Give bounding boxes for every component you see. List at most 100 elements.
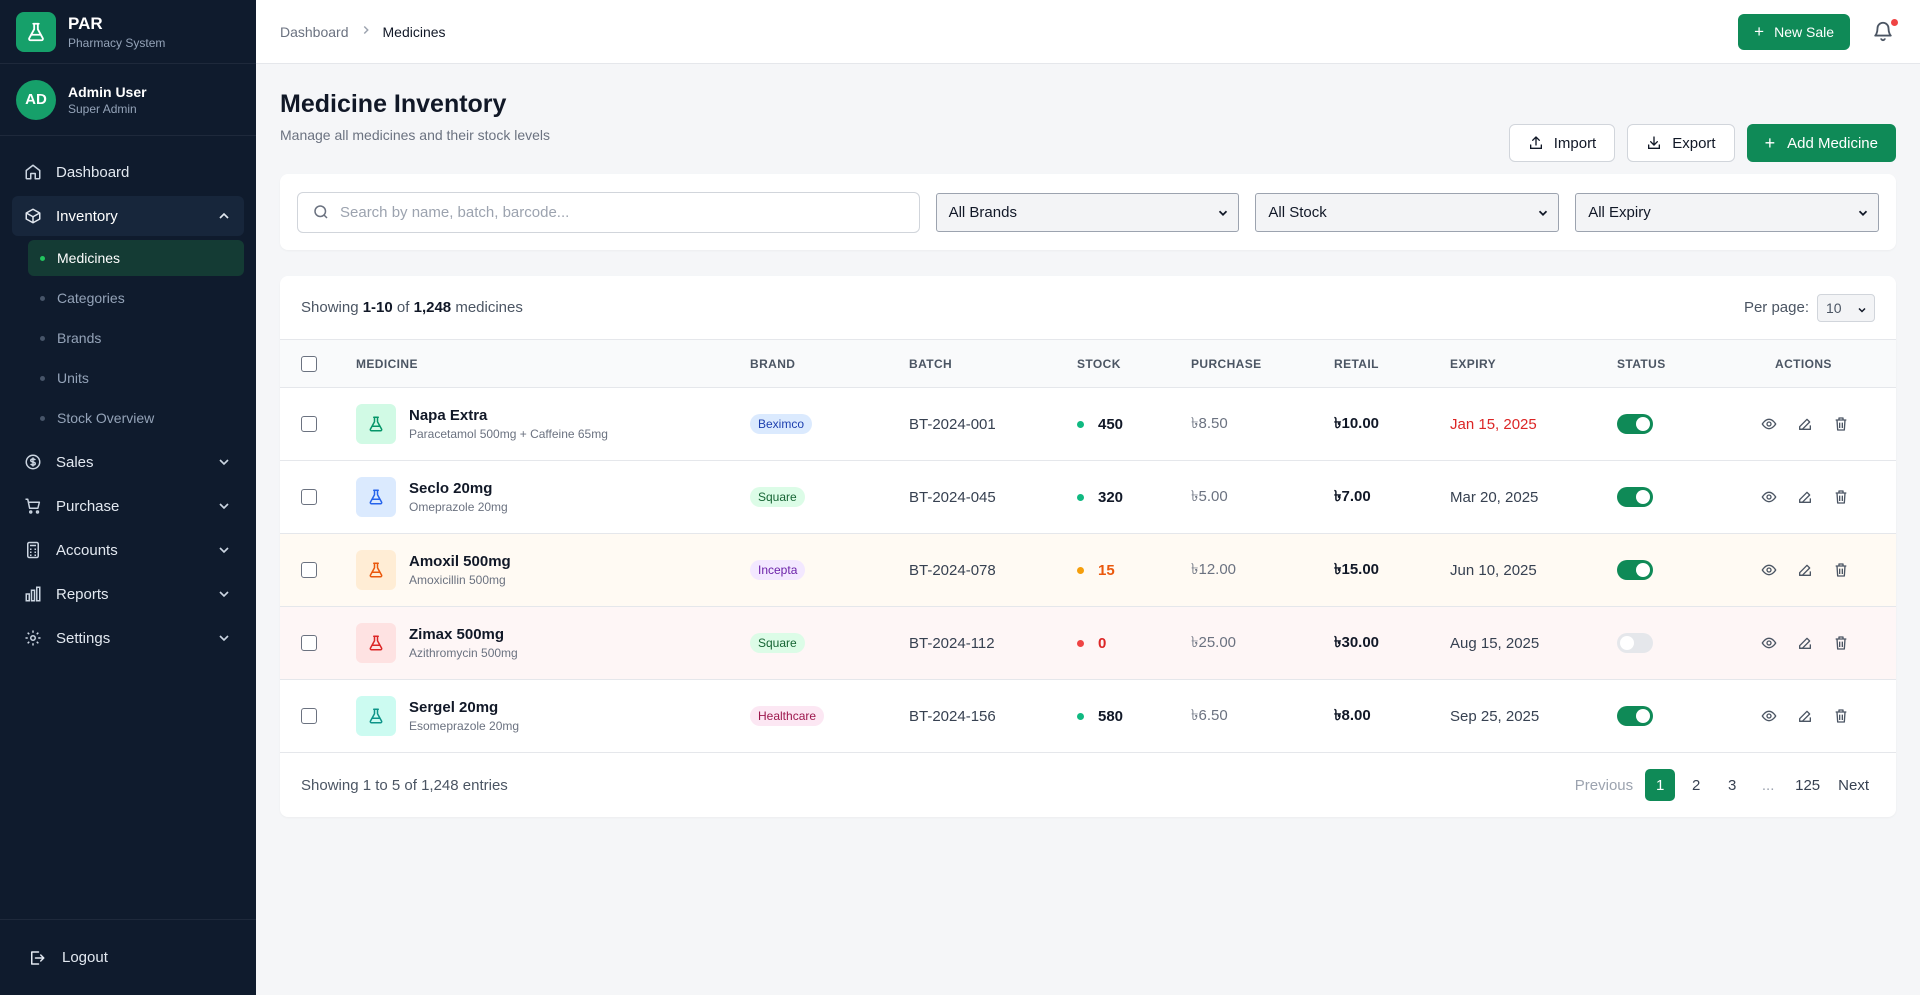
pagination-page[interactable]: 125 xyxy=(1795,776,1821,794)
brand-badge: Incepta xyxy=(750,560,806,580)
notification-badge xyxy=(1891,18,1898,26)
toggle-knob xyxy=(1636,417,1650,431)
view-icon[interactable] xyxy=(1759,414,1779,434)
search-input[interactable] xyxy=(340,203,905,221)
column-header-purchase[interactable]: PURCHASE xyxy=(1191,357,1262,371)
medicine-name[interactable]: Napa Extra xyxy=(409,407,488,424)
pagination-page[interactable]: 1 xyxy=(1645,769,1676,801)
sidebar-item-label: Sales xyxy=(56,453,94,471)
flask-icon xyxy=(356,404,396,444)
medicine-generic: Amoxicillin 500mg xyxy=(409,573,506,587)
table-row: Seclo 20mg Omeprazole 20mg Square BT-202… xyxy=(280,461,1896,534)
table-footer: Showing 1 to 5 of 1,248 entries Previous… xyxy=(280,753,1896,817)
subnav-item-medicines[interactable]: Medicines xyxy=(28,240,244,276)
column-header-brand[interactable]: BRAND xyxy=(750,357,796,371)
brand-name: PAR xyxy=(68,13,103,33)
notification-bell-icon[interactable] xyxy=(1872,18,1898,44)
stock-status-dot xyxy=(1077,493,1084,501)
table-body: Napa Extra Paracetamol 500mg + Caffeine … xyxy=(280,388,1896,753)
sidebar-item-inventory[interactable]: Inventory xyxy=(12,196,244,236)
stock-value: 450 xyxy=(1098,415,1124,433)
stock-filter-value: All Stock xyxy=(1268,203,1327,221)
edit-icon[interactable] xyxy=(1795,487,1815,507)
edit-icon[interactable] xyxy=(1795,633,1815,653)
select-all-checkbox[interactable] xyxy=(301,356,317,372)
edit-icon[interactable] xyxy=(1795,706,1815,726)
status-toggle[interactable] xyxy=(1617,560,1653,580)
toggle-knob xyxy=(1636,490,1650,504)
summary-range: 1-10 xyxy=(362,299,393,316)
new-sale-button[interactable]: + New Sale xyxy=(1738,13,1850,50)
sidebar-item-dashboard[interactable]: Dashboard xyxy=(12,152,244,192)
page-header: Medicine Inventory Manage all medicines … xyxy=(280,64,1896,170)
brand-subtitle: Pharmacy System xyxy=(68,35,166,50)
sidebar-item-label: Settings xyxy=(56,629,111,647)
edit-icon[interactable] xyxy=(1795,560,1815,580)
column-header-medicine[interactable]: MEDICINE xyxy=(356,357,418,371)
row-checkbox[interactable] xyxy=(301,635,317,651)
chevron-down-icon xyxy=(1858,307,1866,313)
user-profile[interactable]: AD Admin User Super Admin xyxy=(0,64,256,136)
add-medicine-button[interactable]: + Add Medicine xyxy=(1746,124,1896,162)
medicine-name[interactable]: Seclo 20mg xyxy=(409,480,493,497)
delete-icon[interactable] xyxy=(1831,487,1851,507)
pagination-ellipsis: ... xyxy=(1761,776,1775,794)
row-checkbox[interactable] xyxy=(301,416,317,432)
per-page-select[interactable]: 10 xyxy=(1817,293,1875,322)
brand-filter-select[interactable]: All Brands xyxy=(935,192,1240,232)
subnav-item-categories[interactable]: Categories xyxy=(28,280,244,316)
summary-text: medicines xyxy=(451,299,523,316)
stock-value: 320 xyxy=(1098,488,1124,506)
stock-filter-select[interactable]: All Stock xyxy=(1255,192,1560,232)
breadcrumb-link-dashboard[interactable]: Dashboard xyxy=(280,23,349,40)
logout-button[interactable]: Logout xyxy=(0,919,256,995)
subnav-item-stock-overview[interactable]: Stock Overview xyxy=(28,400,244,436)
per-page-label: Per page: xyxy=(1743,299,1809,316)
home-icon xyxy=(24,163,42,181)
view-icon[interactable] xyxy=(1759,487,1779,507)
row-checkbox[interactable] xyxy=(301,562,317,578)
view-icon[interactable] xyxy=(1759,633,1779,653)
subnav-item-brands[interactable]: Brands xyxy=(28,320,244,356)
delete-icon[interactable] xyxy=(1831,560,1851,580)
retail-price: ৳8.00 xyxy=(1334,706,1371,724)
delete-icon[interactable] xyxy=(1831,706,1851,726)
column-header-retail[interactable]: RETAIL xyxy=(1334,357,1379,371)
pagination-previous[interactable]: Previous xyxy=(1574,776,1634,794)
view-icon[interactable] xyxy=(1759,560,1779,580)
delete-icon[interactable] xyxy=(1831,414,1851,434)
breadcrumb: Dashboard Medicines xyxy=(280,23,446,40)
pagination-page[interactable]: 2 xyxy=(1691,776,1701,794)
medicine-name[interactable]: Sergel 20mg xyxy=(409,699,499,716)
subnav-item-units[interactable]: Units xyxy=(28,360,244,396)
medicine-name[interactable]: Amoxil 500mg xyxy=(409,553,511,570)
column-header-batch[interactable]: BATCH xyxy=(909,357,953,371)
sidebar-item-accounts[interactable]: Accounts xyxy=(12,530,244,570)
expiry-filter-select[interactable]: All Expiry xyxy=(1575,192,1880,232)
pagination-page[interactable]: 3 xyxy=(1727,776,1737,794)
delete-icon[interactable] xyxy=(1831,633,1851,653)
bullet-icon xyxy=(40,255,45,261)
main-content: Medicine Inventory Manage all medicines … xyxy=(280,64,1896,817)
import-button[interactable]: Import xyxy=(1508,124,1616,162)
status-toggle[interactable] xyxy=(1617,414,1653,434)
view-icon[interactable] xyxy=(1759,706,1779,726)
pagination-next[interactable]: Next xyxy=(1838,776,1869,794)
upload-icon xyxy=(1528,135,1544,151)
column-header-stock[interactable]: STOCK xyxy=(1077,357,1121,371)
column-header-expiry[interactable]: EXPIRY xyxy=(1450,357,1496,371)
status-toggle[interactable] xyxy=(1617,487,1653,507)
sidebar-item-settings[interactable]: Settings xyxy=(12,618,244,658)
edit-icon[interactable] xyxy=(1795,414,1815,434)
search-icon xyxy=(312,203,330,221)
row-checkbox[interactable] xyxy=(301,708,317,724)
row-checkbox[interactable] xyxy=(301,489,317,505)
status-toggle[interactable] xyxy=(1617,706,1653,726)
medicine-name[interactable]: Zimax 500mg xyxy=(409,626,505,643)
sidebar-item-reports[interactable]: Reports xyxy=(12,574,244,614)
sidebar-item-purchase[interactable]: Purchase xyxy=(12,486,244,526)
status-toggle[interactable] xyxy=(1617,633,1653,653)
sidebar-item-sales[interactable]: Sales xyxy=(12,442,244,482)
export-button[interactable]: Export xyxy=(1627,124,1735,162)
batch-cell: BT-2024-001 xyxy=(909,415,996,433)
